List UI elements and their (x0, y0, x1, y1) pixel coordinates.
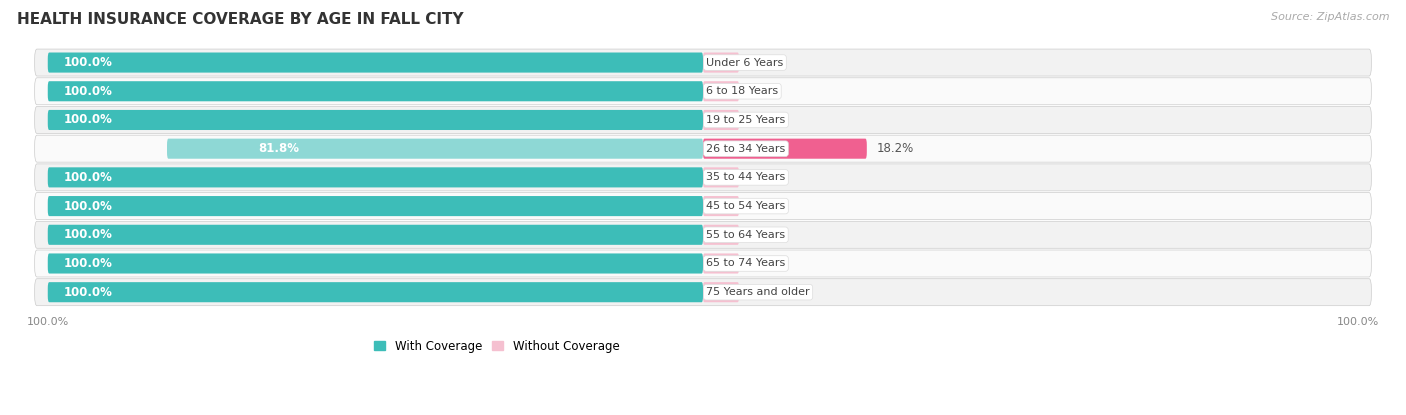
Text: 18.2%: 18.2% (876, 142, 914, 155)
Text: 26 to 34 Years: 26 to 34 Years (706, 144, 786, 154)
Text: 35 to 44 Years: 35 to 44 Years (706, 172, 786, 182)
Text: 0.0%: 0.0% (749, 286, 779, 299)
FancyBboxPatch shape (35, 250, 1371, 277)
FancyBboxPatch shape (35, 221, 1371, 248)
Text: 75 Years and older: 75 Years and older (706, 287, 810, 297)
Text: 100.0%: 100.0% (65, 113, 112, 127)
Text: Source: ZipAtlas.com: Source: ZipAtlas.com (1271, 12, 1389, 22)
FancyBboxPatch shape (167, 139, 703, 159)
FancyBboxPatch shape (35, 107, 1371, 134)
FancyBboxPatch shape (703, 139, 868, 159)
FancyBboxPatch shape (48, 254, 703, 273)
FancyBboxPatch shape (48, 225, 703, 245)
FancyBboxPatch shape (48, 81, 703, 101)
FancyBboxPatch shape (703, 167, 740, 188)
Text: 0.0%: 0.0% (749, 171, 779, 184)
FancyBboxPatch shape (703, 53, 740, 73)
Text: 100.0%: 100.0% (65, 257, 112, 270)
FancyBboxPatch shape (48, 53, 703, 73)
FancyBboxPatch shape (35, 49, 1371, 76)
Text: 19 to 25 Years: 19 to 25 Years (706, 115, 786, 125)
FancyBboxPatch shape (35, 164, 1371, 191)
Text: 45 to 54 Years: 45 to 54 Years (706, 201, 786, 211)
Text: 0.0%: 0.0% (749, 113, 779, 127)
Text: 0.0%: 0.0% (749, 56, 779, 69)
Text: HEALTH INSURANCE COVERAGE BY AGE IN FALL CITY: HEALTH INSURANCE COVERAGE BY AGE IN FALL… (17, 12, 464, 27)
Text: 0.0%: 0.0% (749, 85, 779, 98)
FancyBboxPatch shape (48, 282, 703, 302)
FancyBboxPatch shape (703, 225, 740, 245)
FancyBboxPatch shape (703, 110, 740, 130)
FancyBboxPatch shape (35, 279, 1371, 306)
Text: 65 to 74 Years: 65 to 74 Years (706, 259, 786, 269)
Text: 0.0%: 0.0% (749, 257, 779, 270)
Text: 100.0%: 100.0% (27, 317, 69, 327)
Text: 100.0%: 100.0% (65, 85, 112, 98)
FancyBboxPatch shape (48, 167, 703, 188)
FancyBboxPatch shape (35, 193, 1371, 220)
FancyBboxPatch shape (48, 110, 703, 130)
Text: 55 to 64 Years: 55 to 64 Years (706, 230, 786, 240)
FancyBboxPatch shape (703, 282, 740, 302)
FancyBboxPatch shape (703, 81, 740, 101)
FancyBboxPatch shape (48, 196, 703, 216)
Text: 100.0%: 100.0% (65, 200, 112, 212)
Text: 0.0%: 0.0% (749, 228, 779, 241)
Text: 100.0%: 100.0% (65, 171, 112, 184)
Legend: With Coverage, Without Coverage: With Coverage, Without Coverage (368, 335, 624, 357)
Text: 100.0%: 100.0% (65, 56, 112, 69)
Text: 6 to 18 Years: 6 to 18 Years (706, 86, 779, 96)
FancyBboxPatch shape (35, 78, 1371, 105)
Text: 81.8%: 81.8% (259, 142, 299, 155)
FancyBboxPatch shape (703, 196, 740, 216)
FancyBboxPatch shape (703, 254, 740, 273)
Text: 0.0%: 0.0% (749, 200, 779, 212)
FancyBboxPatch shape (35, 135, 1371, 162)
Text: Under 6 Years: Under 6 Years (706, 58, 783, 68)
Text: 100.0%: 100.0% (1337, 317, 1379, 327)
Text: 100.0%: 100.0% (65, 228, 112, 241)
Text: 100.0%: 100.0% (65, 286, 112, 299)
